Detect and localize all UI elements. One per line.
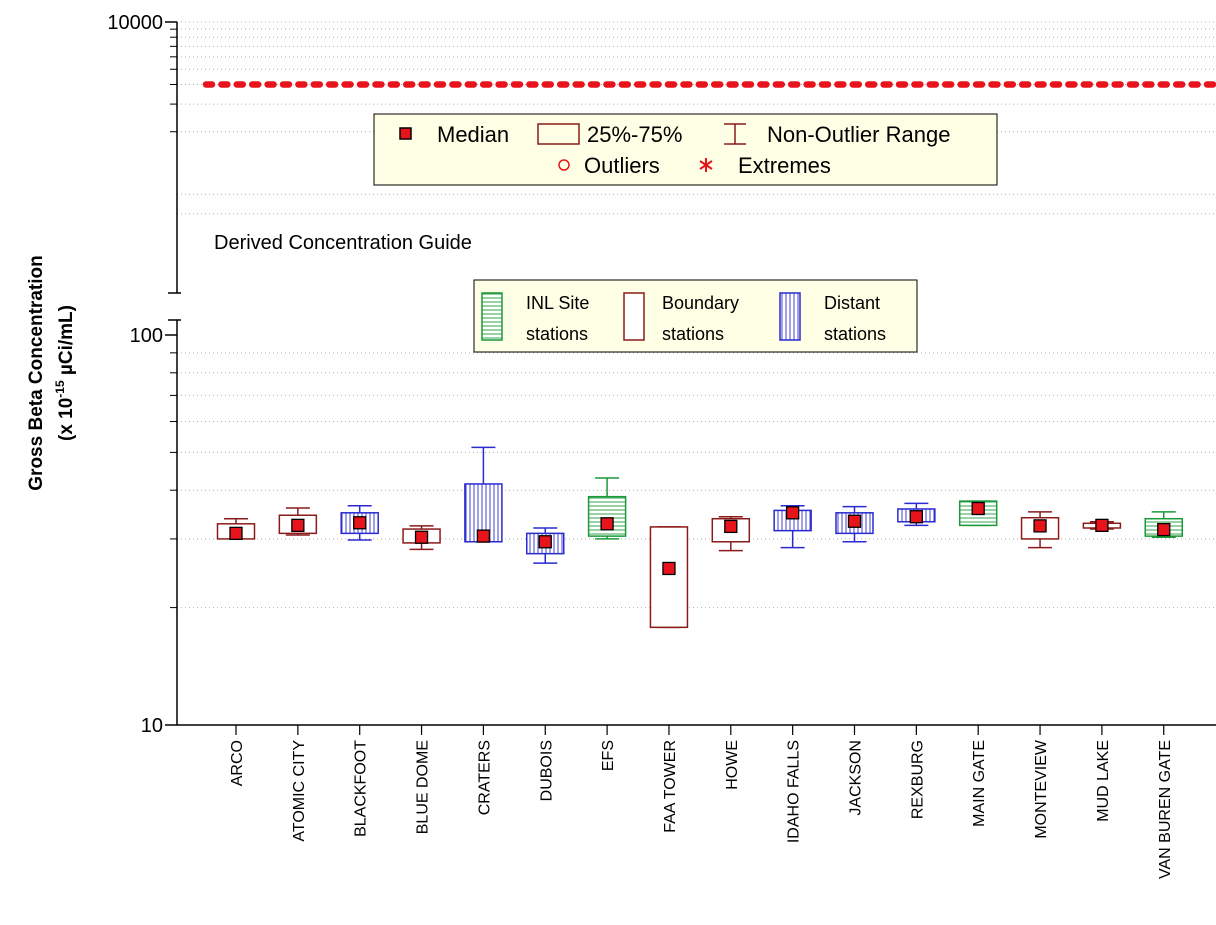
x-tick-label: IDAHO FALLS	[786, 740, 803, 843]
legend-label-median: Median	[437, 122, 509, 147]
legend-distant-swatch	[779, 292, 801, 341]
y-axis-label-line1: Gross Beta Concentration	[26, 255, 47, 490]
y-axis-label-exponent: -15	[53, 380, 67, 398]
x-tick-label: DUBOIS	[538, 740, 555, 801]
y-tick-label: 100	[130, 325, 163, 347]
box-plot-arco	[216, 517, 256, 541]
x-tick-label: FAA TOWER	[662, 740, 679, 833]
median-marker	[476, 529, 491, 543]
legend-median-icon	[399, 127, 412, 140]
x-tick-label: REXBURG	[909, 740, 926, 819]
reference-line-label: Derived Concentration Guide	[214, 232, 472, 254]
box-plot-rexburg	[897, 502, 936, 527]
x-tick-label: MUD LAKE	[1095, 740, 1112, 822]
y-axis-label-suffix: µCi/mL)	[56, 305, 77, 380]
box-plot-efs	[587, 477, 627, 540]
legend-label-extremes: Extremes	[738, 153, 831, 178]
median-marker	[971, 501, 985, 516]
median-marker	[1157, 522, 1171, 537]
legend-inl-swatch	[481, 292, 503, 341]
x-tick-label: BLUE DOME	[415, 740, 432, 834]
box-plot-mud-lake	[1082, 518, 1122, 533]
legend-distant-line1: Distant	[824, 293, 880, 313]
legend-label-whisker: Non-Outlier Range	[767, 122, 950, 147]
legend-inl-line1: INL Site	[526, 293, 589, 313]
legend-label-outliers: Outliers	[584, 153, 660, 178]
category-labels: ARCO ATOMIC CITY BLACKFOOT BLUE DOME CRATERS…	[229, 739, 1174, 879]
legend-symbols: Median 25%-75% Non-Outlier Range Outlier…	[373, 113, 998, 186]
x-tick-label: EFS	[600, 740, 617, 771]
legend-whisker-icon	[724, 123, 746, 145]
legend-box-groups	[473, 279, 918, 353]
box-plot-jackson	[835, 505, 874, 543]
x-tick-label: CRATERS	[476, 740, 493, 815]
box-plot-blackfoot	[340, 504, 379, 541]
tick-labels: 10 100 10000	[107, 12, 163, 737]
legend-extreme-icon	[699, 158, 713, 172]
median-marker	[291, 518, 305, 533]
y-tick-label: 10000	[107, 12, 163, 34]
median-marker	[662, 561, 676, 576]
median-marker	[786, 506, 800, 520]
x-tick-label: JACKSON	[848, 740, 865, 816]
legend-box-symbols	[373, 113, 998, 186]
y-axis-label-prefix: (x 10	[56, 398, 77, 441]
box-plots	[216, 446, 1183, 629]
legend-boundary-line1: Boundary	[662, 293, 739, 313]
x-tick-label: ARCO	[229, 740, 246, 786]
legend-outlier-icon	[558, 159, 570, 171]
median-marker	[1033, 519, 1047, 533]
legend-distant-line2: stations	[824, 324, 886, 344]
legend-label-box: 25%-75%	[587, 122, 682, 147]
box-plot-faa-tower	[649, 526, 689, 629]
x-tick-label: ATOMIC CITY	[291, 740, 308, 842]
median-marker	[538, 535, 552, 549]
x-tick-label: VAN BUREN GATE	[1157, 740, 1174, 879]
legend-boundary-swatch	[623, 292, 645, 341]
x-tick-label: HOWE	[724, 740, 741, 790]
median-marker	[353, 516, 367, 530]
box-plot-idaho-falls	[773, 504, 812, 549]
median-marker	[847, 514, 862, 528]
legend-inl-line2: stations	[526, 324, 588, 344]
x-tick-label: BLACKFOOT	[353, 740, 370, 837]
median-marker	[229, 526, 243, 541]
legend-boundary-line2: stations	[662, 324, 724, 344]
y-axis-label-line2: (x 10-15 µCi/mL)	[53, 305, 77, 441]
box-plot-howe	[711, 515, 751, 552]
legend-groups: INL Site stations Boundary stations Dist…	[473, 279, 918, 353]
box-plot-blue-dome	[402, 525, 441, 551]
median-marker	[1095, 518, 1109, 533]
box-plot-dubois	[526, 527, 565, 564]
box-plot-main-gate	[958, 500, 998, 527]
legend-box-icon	[537, 123, 580, 145]
x-tick-label: MONTEVIEW	[1033, 739, 1050, 839]
y-tick-label: 10	[141, 715, 163, 737]
median-marker	[414, 530, 429, 544]
axes	[165, 21, 1216, 735]
box-plot-craters	[464, 446, 503, 543]
box-plot-atomic-city	[278, 507, 318, 536]
x-tick-label: MAIN GATE	[971, 740, 988, 827]
median-marker	[724, 519, 738, 534]
box-plot-van-buren-gate	[1144, 511, 1183, 538]
median-marker	[600, 517, 614, 531]
median-marker	[909, 510, 923, 524]
box-plot-monteview	[1020, 511, 1060, 549]
box	[649, 526, 689, 629]
